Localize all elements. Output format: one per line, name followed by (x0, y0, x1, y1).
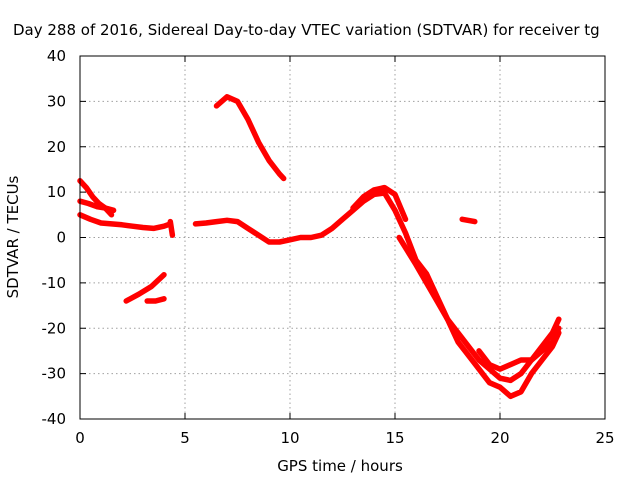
series-track-12 (459, 216, 478, 225)
data-series (77, 94, 562, 400)
series-track-11 (213, 94, 287, 182)
tick-labels: 0 5 10 15 20 25 -40 -30 -20 -10 0 10 20 30 40 (42, 47, 615, 447)
series-track-9 (396, 234, 562, 400)
series-track-6 (167, 218, 176, 238)
x-tick-label: 25 (595, 429, 614, 447)
y-tick-label: -30 (42, 365, 67, 383)
y-tick-label: 40 (47, 47, 66, 65)
chart-title: Day 288 of 2016, Sidereal Day-to-day VTE… (13, 21, 600, 39)
x-tick-label: 0 (75, 429, 85, 447)
y-tick-label: 0 (56, 229, 66, 247)
series-track-5 (144, 296, 167, 304)
axis-ticks (79, 55, 606, 420)
series-track-4 (123, 271, 167, 304)
y-axis-label: SDTVAR / TECUs (4, 175, 22, 298)
x-tick-label: 5 (180, 429, 190, 447)
y-tick-label: 20 (47, 138, 66, 156)
y-tick-label: 10 (47, 183, 66, 201)
y-tick-label: -10 (42, 274, 67, 292)
x-axis-label: GPS time / hours (277, 457, 403, 475)
x-tick-label: 15 (385, 429, 404, 447)
series-track-10 (476, 316, 562, 372)
y-tick-label: 30 (47, 92, 66, 110)
series-track-3 (77, 198, 117, 214)
x-tick-label: 10 (280, 429, 299, 447)
x-tick-label: 20 (490, 429, 509, 447)
y-tick-label: -20 (42, 319, 67, 337)
series-track-8 (350, 184, 409, 223)
series-track-7 (192, 190, 562, 384)
y-tick-label: -40 (42, 410, 67, 428)
series-track-2 (77, 212, 174, 232)
